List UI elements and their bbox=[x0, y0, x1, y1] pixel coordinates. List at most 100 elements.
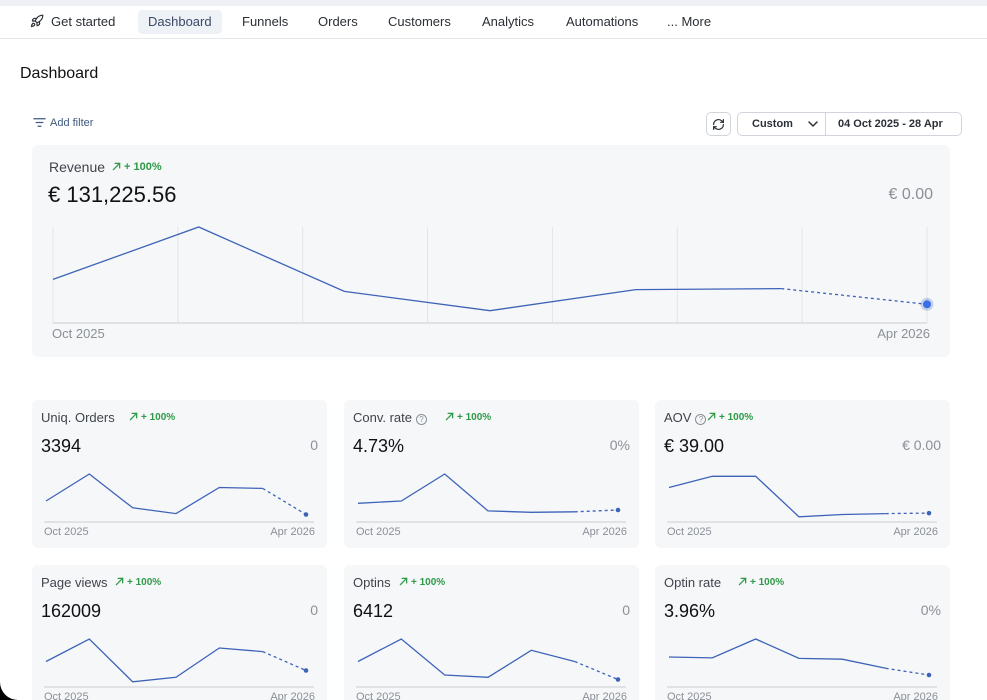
revenue-card[interactable]: Revenue + 100% € 131,225.56 € 0.00 Oct 2… bbox=[32, 145, 950, 357]
metric-value: 6412 bbox=[353, 601, 394, 621]
date-range-label: 04 Oct 2025 - 28 Apr bbox=[838, 118, 943, 130]
metric-value: € 39.00 bbox=[664, 436, 725, 456]
metric-x-start-label: Oct 2025 bbox=[356, 526, 401, 538]
metric-delta: + 100% bbox=[445, 412, 491, 423]
last-point bbox=[615, 677, 621, 682]
series-line bbox=[668, 475, 886, 518]
nav-item-automations[interactable]: Automations bbox=[566, 14, 639, 29]
metric-compare-value: 0 bbox=[622, 602, 630, 618]
last-point bbox=[303, 668, 309, 673]
top-navigation: Get started Dashboard Funnels Orders Cus… bbox=[0, 6, 987, 39]
series-line bbox=[45, 473, 263, 515]
metric-line-chart bbox=[667, 475, 937, 523]
series-line-projected bbox=[885, 667, 930, 676]
info-icon[interactable]: ? bbox=[416, 414, 428, 425]
trend-up-icon bbox=[129, 412, 138, 421]
series-line-projected bbox=[574, 660, 619, 681]
nav-item-orders[interactable]: Orders bbox=[318, 14, 358, 29]
revenue-delta: + 100% bbox=[112, 161, 162, 173]
metric-card-conv-rate[interactable]: Conv. rate? + 100% 4.73% 0% Oct 2025 Apr… bbox=[344, 400, 639, 548]
metric-value: 162009 bbox=[41, 601, 102, 621]
metric-compare-value: 0% bbox=[609, 437, 630, 453]
metric-x-end-label: Apr 2026 bbox=[582, 526, 627, 538]
range-mode-label: Custom bbox=[752, 118, 793, 130]
metric-delta-value: + 100% bbox=[127, 577, 162, 588]
last-point bbox=[926, 672, 932, 678]
series-line-projected bbox=[262, 487, 307, 516]
trend-up-icon bbox=[738, 577, 747, 586]
metric-delta: + 100% bbox=[399, 577, 445, 588]
add-filter-button[interactable]: Add filter bbox=[33, 116, 93, 132]
metric-line-chart bbox=[44, 638, 314, 688]
metric-delta: + 100% bbox=[707, 412, 753, 423]
metric-x-end-label: Apr 2026 bbox=[270, 691, 315, 700]
metric-delta-value: + 100% bbox=[457, 412, 492, 423]
trend-up-icon bbox=[112, 162, 121, 171]
nav-item-more[interactable]: ... More bbox=[667, 14, 712, 29]
series-line bbox=[357, 473, 575, 513]
metric-label-text: Page views bbox=[41, 575, 108, 590]
revenue-label: Revenue bbox=[49, 159, 106, 175]
metric-label: AOV? bbox=[664, 410, 707, 425]
metric-x-start-label: Oct 2025 bbox=[356, 691, 401, 700]
metric-compare-value: € 0.00 bbox=[902, 437, 941, 453]
filter-icon bbox=[33, 118, 46, 127]
metric-delta-value: + 100% bbox=[750, 577, 785, 588]
metric-line-chart bbox=[44, 473, 314, 523]
refresh-button[interactable] bbox=[706, 112, 731, 136]
series-line-projected bbox=[885, 512, 930, 515]
nav-item-analytics[interactable]: Analytics bbox=[482, 14, 535, 29]
info-icon[interactable]: ? bbox=[695, 414, 707, 425]
metric-x-end-label: Apr 2026 bbox=[893, 526, 938, 538]
metric-label: Optin rate bbox=[664, 575, 721, 590]
metric-card-optin-rate[interactable]: Optin rate + 100% 3.96% 0% Oct 2025 Apr … bbox=[655, 565, 950, 700]
nav-item-dashboard[interactable]: Dashboard bbox=[138, 10, 222, 34]
metric-x-end-label: Apr 2026 bbox=[582, 691, 627, 700]
metric-delta: + 100% bbox=[738, 577, 784, 588]
metric-label: Uniq. Orders bbox=[41, 410, 115, 425]
chevron-down-icon bbox=[808, 121, 818, 128]
nav-item-funnels[interactable]: Funnels bbox=[242, 14, 289, 29]
revenue-x-end-label: Apr 2026 bbox=[877, 326, 930, 341]
metric-line-chart bbox=[667, 638, 937, 688]
refresh-icon bbox=[713, 118, 724, 130]
page-title: Dashboard bbox=[20, 65, 99, 82]
trend-up-icon bbox=[399, 577, 408, 586]
revenue-compare-value: € 0.00 bbox=[888, 186, 933, 203]
metric-card-uniq-orders[interactable]: Uniq. Orders + 100% 3394 0 Oct 2025 Apr … bbox=[32, 400, 327, 548]
revenue-delta-value: + 100% bbox=[124, 161, 162, 173]
metric-label-text: AOV bbox=[664, 410, 692, 425]
revenue-line-chart bbox=[52, 226, 934, 324]
series-line-projected bbox=[574, 509, 619, 513]
metric-delta-value: + 100% bbox=[141, 412, 176, 423]
metric-card-aov[interactable]: AOV? + 100% € 39.00 € 0.00 Oct 2025 Apr … bbox=[655, 400, 950, 548]
trend-up-icon bbox=[445, 412, 454, 421]
metric-value: 4.73% bbox=[353, 436, 405, 456]
metric-value: 3394 bbox=[41, 436, 82, 456]
series-line bbox=[668, 638, 886, 669]
metric-card-page-views[interactable]: Page views + 100% 162009 0 Oct 2025 Apr … bbox=[32, 565, 327, 700]
metric-x-start-label: Oct 2025 bbox=[667, 526, 712, 538]
metric-x-start-label: Oct 2025 bbox=[667, 691, 712, 700]
metric-label: Optins bbox=[353, 575, 391, 590]
metric-x-end-label: Apr 2026 bbox=[893, 691, 938, 700]
metric-label: Page views bbox=[41, 575, 107, 590]
add-filter-label: Add filter bbox=[50, 117, 94, 129]
metric-delta: + 100% bbox=[129, 412, 175, 423]
series-line bbox=[357, 638, 575, 678]
metric-line-chart bbox=[356, 638, 626, 688]
metric-compare-value: 0 bbox=[310, 602, 318, 618]
metric-label-text: Optins bbox=[353, 575, 391, 590]
nav-item-customers[interactable]: Customers bbox=[388, 14, 451, 29]
range-mode-select[interactable]: Custom bbox=[738, 113, 826, 135]
date-range-picker[interactable]: 04 Oct 2025 - 28 Apr bbox=[826, 113, 961, 135]
last-point bbox=[303, 512, 309, 517]
metric-card-optins[interactable]: Optins + 100% 6412 0 Oct 2025 Apr 2026 bbox=[344, 565, 639, 700]
trend-up-icon bbox=[115, 577, 124, 586]
series-line-projected bbox=[781, 287, 928, 305]
nav-item-get-started[interactable]: Get started bbox=[20, 10, 125, 34]
last-point bbox=[923, 300, 931, 309]
metric-label-text: Uniq. Orders bbox=[41, 410, 115, 425]
date-range-control: Custom 04 Oct 2025 - 28 Apr bbox=[737, 112, 962, 136]
metric-label-text: Optin rate bbox=[664, 575, 722, 590]
